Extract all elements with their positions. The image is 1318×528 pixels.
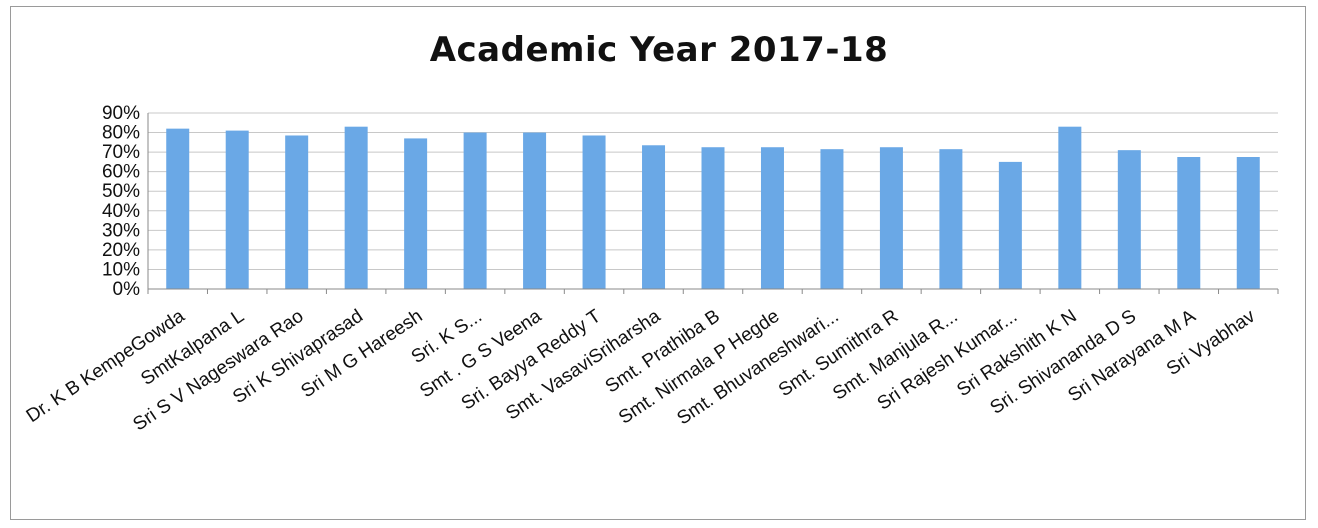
- bar: [939, 149, 962, 289]
- bar: [166, 129, 189, 289]
- y-tick-label: 50%: [102, 181, 140, 202]
- y-tick-label: 0%: [113, 279, 141, 300]
- bar: [1177, 157, 1200, 289]
- y-tick-label: 20%: [102, 240, 140, 261]
- bar: [999, 162, 1022, 289]
- y-tick-label: 10%: [102, 259, 140, 280]
- bar: [404, 138, 427, 289]
- y-tick-label: 60%: [102, 162, 140, 183]
- bars: [166, 127, 1260, 289]
- bar: [880, 147, 903, 289]
- y-tick-label: 30%: [102, 220, 140, 241]
- bar: [761, 147, 784, 289]
- y-tick-label: 80%: [102, 123, 140, 144]
- bar: [583, 135, 606, 289]
- bar: [464, 133, 487, 289]
- bar: [1237, 157, 1260, 289]
- y-tick-label: 90%: [102, 103, 140, 124]
- y-tick-label: 40%: [102, 201, 140, 222]
- bar: [285, 135, 308, 289]
- bar: [702, 147, 725, 289]
- y-tick-labels: 0%10%20%30%40%50%60%70%80%90%: [102, 103, 140, 300]
- bar: [345, 127, 368, 289]
- bar: [642, 145, 665, 289]
- bar: [820, 149, 843, 289]
- y-tick-label: 70%: [102, 142, 140, 163]
- bar: [226, 131, 249, 289]
- bar: [1058, 127, 1081, 289]
- bar: [523, 133, 546, 289]
- bar: [1118, 150, 1141, 289]
